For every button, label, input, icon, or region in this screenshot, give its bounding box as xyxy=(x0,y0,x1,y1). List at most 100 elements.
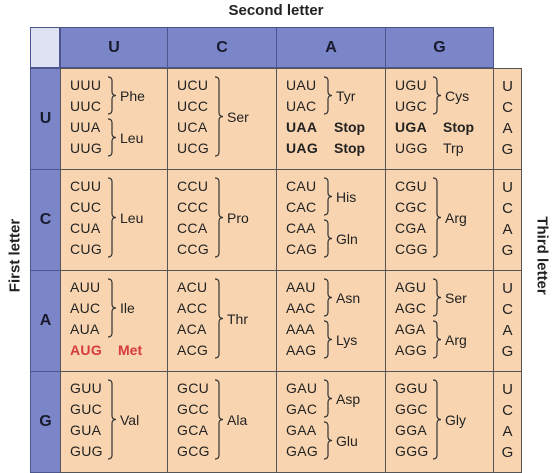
codon-group-brace xyxy=(214,379,224,460)
codon-cell xyxy=(60,169,168,271)
first-letter-header-c: C xyxy=(30,169,61,271)
codon-label: AUU xyxy=(70,279,101,295)
third-letter-a: A xyxy=(502,221,513,238)
codon-label: AGU xyxy=(395,279,427,295)
codon-label: UAG xyxy=(286,140,319,156)
codon-label: UAU xyxy=(286,77,317,93)
third-letter-c: C xyxy=(502,402,513,419)
codon-label: CGC xyxy=(395,199,428,215)
first-letter-header-a: A xyxy=(30,270,61,372)
amino-acid-label: Ser xyxy=(227,108,249,125)
codon-label: UCC xyxy=(177,98,209,114)
amino-acid-label: Met xyxy=(118,342,143,358)
codon-label: CGU xyxy=(395,178,428,194)
codon-label: GAC xyxy=(286,401,318,417)
third-letter-axis-label: Third letter xyxy=(533,216,551,295)
amino-acid-label: Asp xyxy=(336,390,361,407)
codon-label: UUC xyxy=(70,98,102,114)
third-letter-c: C xyxy=(502,301,513,318)
amino-acid-label: Stop xyxy=(334,140,366,156)
amino-acid-label: His xyxy=(336,188,357,205)
codon-label: GAU xyxy=(286,380,318,396)
codon-cell xyxy=(167,169,277,271)
codon-label: CUA xyxy=(70,220,101,236)
codon-label: GGA xyxy=(395,422,428,438)
amino-acid-label: Pro xyxy=(227,209,249,226)
codon-label: UAC xyxy=(286,98,317,114)
amino-acid-label: Thr xyxy=(227,310,248,327)
codon-label: AAG xyxy=(286,342,317,358)
codon-label: GGU xyxy=(395,380,428,396)
codon-label: GGC xyxy=(395,401,428,417)
codon-label: CAU xyxy=(286,178,317,194)
codon-label: ACG xyxy=(177,342,209,358)
amino-acid-label: Tyr xyxy=(336,87,356,104)
second-letter-header-u: U xyxy=(60,27,168,68)
amino-acid-label: Ile xyxy=(120,300,135,316)
codon-label: CUG xyxy=(70,241,103,257)
codon-label: CCA xyxy=(177,220,208,236)
amino-acid-label: Stop xyxy=(334,119,366,135)
codon-label: AUA xyxy=(70,321,100,337)
amino-acid-label: Phe xyxy=(120,87,145,104)
codon-label: GUG xyxy=(70,443,103,459)
codon-group-brace xyxy=(432,278,442,317)
codon-label: CCG xyxy=(177,241,210,257)
codon-cell xyxy=(385,270,494,372)
amino-acid-label: Val xyxy=(120,411,140,428)
third-letter-g: G xyxy=(501,242,514,259)
codon-group-brace xyxy=(107,379,117,460)
codon-label: AUG xyxy=(70,342,103,358)
third-letter-g: G xyxy=(501,141,514,158)
amino-acid-label: Leu xyxy=(120,209,144,226)
codon-label: UGC xyxy=(395,98,428,114)
codon-label: AUC xyxy=(70,300,101,316)
codon-label: UGU xyxy=(395,77,428,93)
codon-label: GCG xyxy=(177,443,210,459)
codon-group-brace xyxy=(323,219,333,258)
third-letter-a: A xyxy=(502,322,513,339)
codon-label: ACC xyxy=(177,300,208,316)
codon-group-brace xyxy=(323,320,333,359)
codon-group-brace xyxy=(214,177,224,258)
codon-group-brace xyxy=(107,177,117,258)
codon-label: UGG xyxy=(395,140,428,156)
codon-label: GAA xyxy=(286,422,317,438)
codon-label: GAG xyxy=(286,443,319,459)
third-letter-a: A xyxy=(502,423,513,440)
codon-label: UGA xyxy=(395,119,428,135)
codon-group-brace xyxy=(214,76,224,157)
codon-label: ACA xyxy=(177,321,207,337)
third-letter-c: C xyxy=(502,200,513,217)
codon-group-brace xyxy=(107,76,117,115)
third-letter-c: C xyxy=(502,99,513,116)
amino-acid-label: Lys xyxy=(336,331,358,348)
codon-label: CAC xyxy=(286,199,317,215)
codon-cell xyxy=(276,68,386,170)
codon-label: GCU xyxy=(177,380,210,396)
amino-acid-label: Stop xyxy=(443,119,475,135)
codon-label: GCC xyxy=(177,401,210,417)
codon-label: UCG xyxy=(177,140,210,156)
amino-acid-label: Arg xyxy=(445,209,467,226)
codon-cell xyxy=(167,371,277,473)
codon-group-brace xyxy=(214,278,224,359)
codon-cell xyxy=(167,270,277,372)
codon-label: CUC xyxy=(70,199,102,215)
amino-acid-label: Glu xyxy=(336,432,358,449)
codon-label: GUC xyxy=(70,401,103,417)
second-letter-header-c: C xyxy=(167,27,277,68)
third-letter-u: U xyxy=(502,78,513,95)
codon-group-brace xyxy=(323,421,333,460)
codon-label: CAG xyxy=(286,241,318,257)
codon-label: ACU xyxy=(177,279,208,295)
codon-label: CGA xyxy=(395,220,427,236)
amino-acid-label: Arg xyxy=(445,331,467,348)
third-letter-u: U xyxy=(502,179,513,196)
codon-group-brace xyxy=(107,278,117,338)
codon-label: UUA xyxy=(70,119,101,135)
second-letter-header-g: G xyxy=(385,27,494,68)
